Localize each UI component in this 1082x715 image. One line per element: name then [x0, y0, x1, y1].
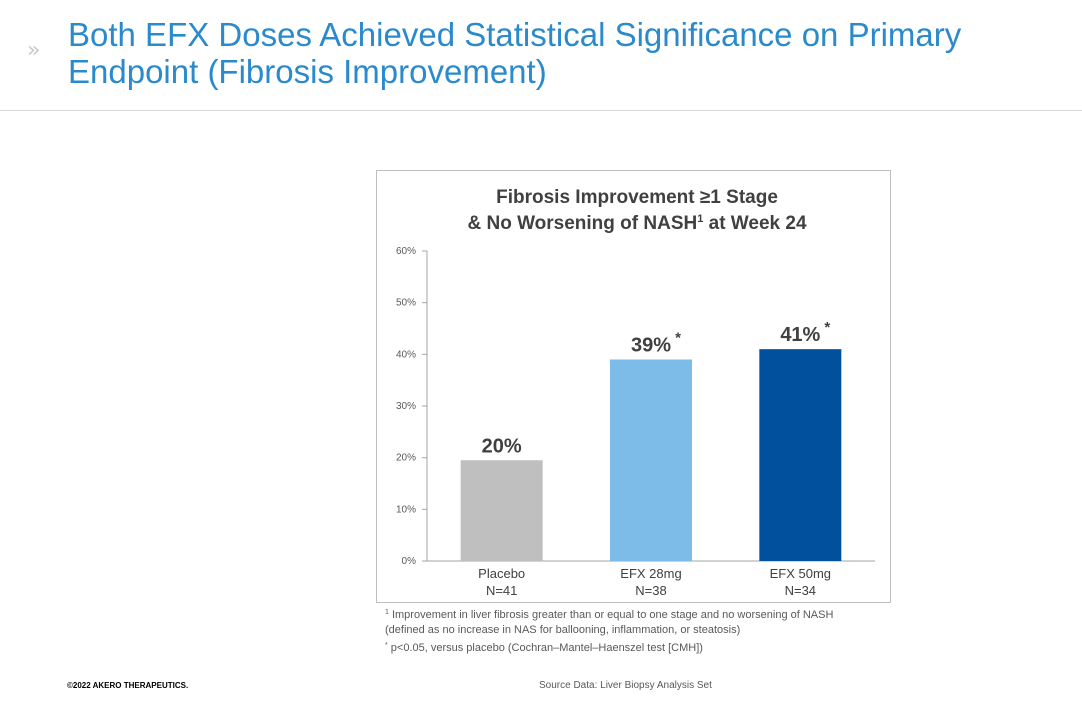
x-tick-label: Placebo: [478, 566, 525, 581]
source-note: Source Data: Liver Biopsy Analysis Set: [539, 680, 712, 691]
data-label: 20%: [482, 435, 522, 457]
data-label: 41%: [780, 324, 820, 346]
y-tick-label: 30%: [396, 401, 416, 412]
x-tick-sublabel: N=34: [785, 583, 816, 598]
x-tick-label: EFX 50mg: [770, 566, 831, 581]
footnotes: 1 Improvement in liver fibrosis greater …: [385, 608, 895, 656]
footnote-1: 1 Improvement in liver fibrosis greater …: [385, 609, 834, 636]
data-label: 39%: [631, 335, 671, 357]
y-tick-label: 10%: [396, 504, 416, 515]
bar-efx-50mg: [759, 349, 842, 561]
page-title: Both EFX Doses Achieved Statistical Sign…: [68, 16, 1058, 90]
bar-placebo: [460, 460, 543, 561]
chart-frame: Fibrosis Improvement ≥1 Stage & No Worse…: [376, 170, 891, 603]
bar-efx-28mg: [610, 359, 692, 561]
title-divider: [0, 110, 1082, 111]
y-tick-label: 40%: [396, 349, 416, 360]
bar-chart: Fibrosis Improvement ≥1 Stage & No Worse…: [396, 187, 875, 598]
page-title-line1: Both EFX Doses Achieved Statistical Sign…: [68, 16, 962, 53]
significance-marker: *: [824, 319, 830, 336]
x-tick-label: EFX 28mg: [620, 566, 681, 581]
x-tick-sublabel: N=41: [486, 583, 517, 598]
footnote-2: * p<0.05, versus placebo (Cochran–Mantel…: [385, 642, 703, 654]
y-tick-label: 60%: [396, 246, 416, 257]
chevron-icon: »: [27, 38, 41, 63]
y-tick-label: 20%: [396, 453, 416, 464]
page-title-line2: Endpoint (Fibrosis Improvement): [68, 53, 547, 90]
y-tick-label: 50%: [396, 298, 416, 309]
chart-title-line2: & No Worsening of NASH1 at Week 24: [467, 213, 806, 234]
significance-marker: *: [675, 330, 681, 347]
y-tick-label: 0%: [402, 556, 417, 567]
copyright: ©2022 AKERO THERAPEUTICS.: [67, 681, 189, 690]
x-tick-sublabel: N=38: [635, 583, 666, 598]
chart-title-line1: Fibrosis Improvement ≥1 Stage: [496, 187, 778, 208]
